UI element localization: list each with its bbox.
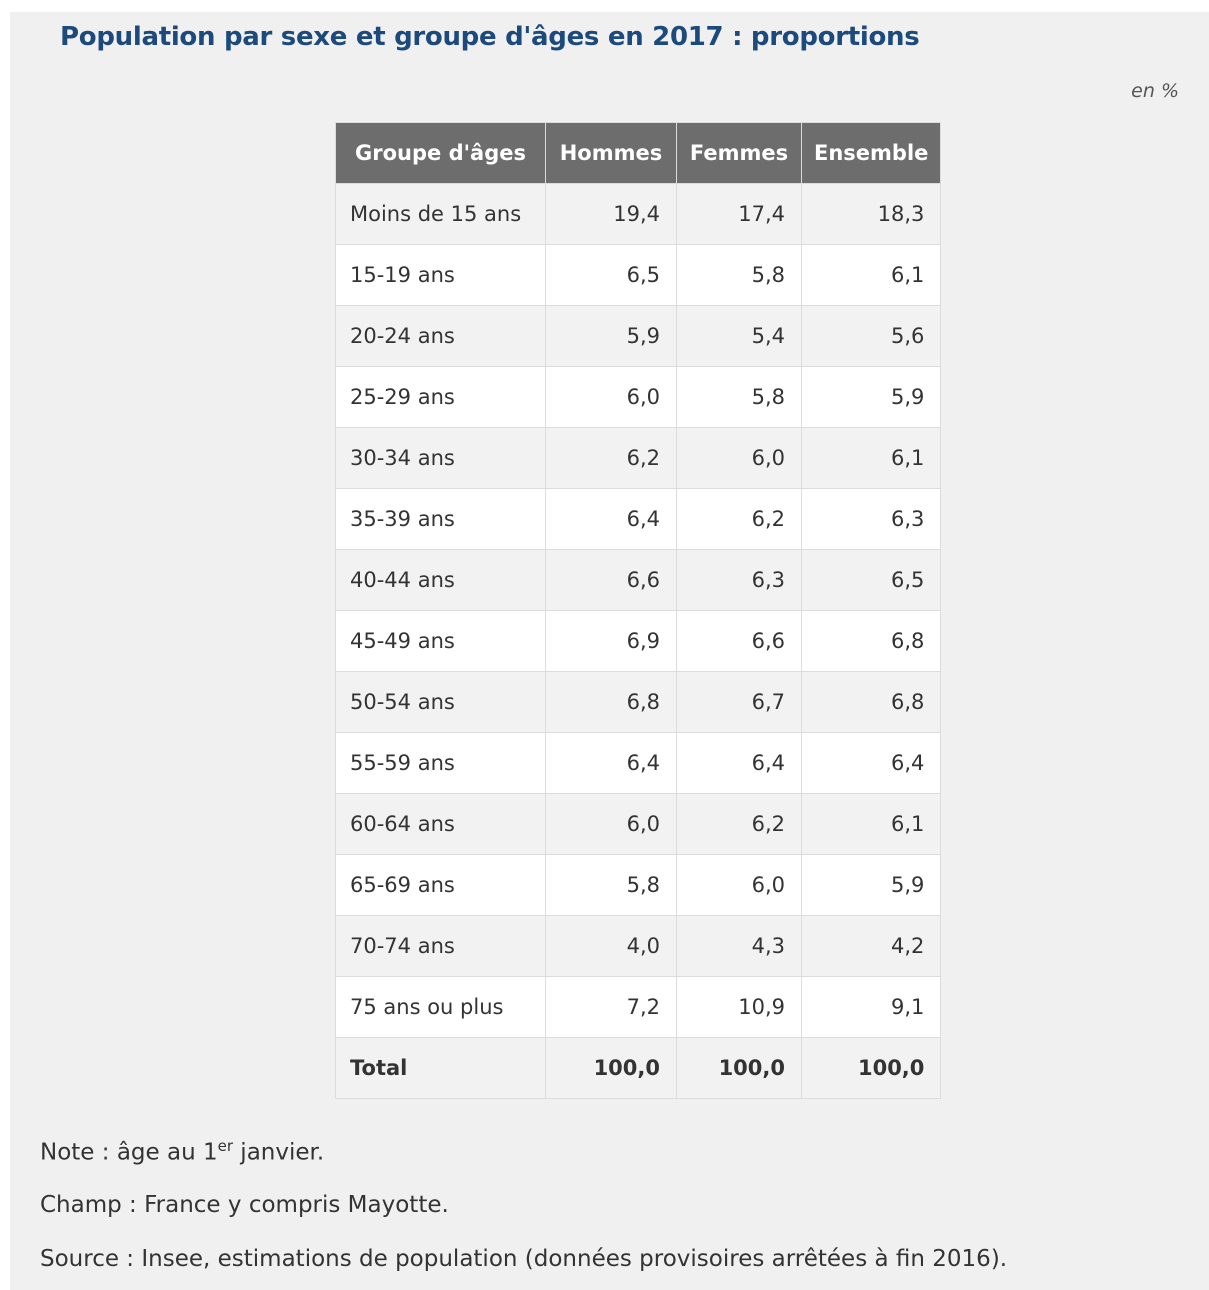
cell: 6,3 [676,549,802,611]
row: 75 ans ou plus 7,2 10,9 9,1 [335,976,942,1038]
cell: 60-64 ans [335,793,546,855]
cell: 75 ans ou plus [335,976,546,1038]
row: 55-59 ans 6,4 6,4 6,4 [335,732,942,794]
row: 65-69 ans 5,8 6,0 5,9 [335,854,942,916]
cell: 6,0 [676,854,802,916]
cell: 45-49 ans [335,610,546,672]
header-cell: Femmes [676,122,802,184]
cell: 5,8 [545,854,677,916]
cell: 6,9 [545,610,677,672]
cell: 6,2 [545,427,677,489]
cell: Moins de 15 ans [335,183,546,245]
row: 50-54 ans 6,8 6,7 6,8 [335,671,942,733]
cell: 6,8 [800,610,942,672]
row: 25-29 ans 6,0 5,8 5,9 [335,366,942,428]
cell: 6,8 [800,671,942,733]
note-after: janvier. [233,1139,325,1166]
panel: Population par sexe et groupe d'âges en … [10,12,1209,1290]
cell: 6,4 [545,488,677,550]
cell: 65-69 ans [335,854,546,916]
total-cell: 100,0 [676,1037,802,1099]
header-row: Groupe d'âges Hommes Femmes Ensemble [335,122,942,184]
row: Moins de 15 ans 19,4 17,4 18,3 [335,183,942,245]
cell: 5,9 [545,305,677,367]
total-cell: 100,0 [800,1037,942,1099]
cell: 6,4 [800,732,942,794]
title: Population par sexe et groupe d'âges en … [60,22,920,52]
header-cell: Groupe d'âges [335,122,546,184]
cell: 7,2 [545,976,677,1038]
header-cell: Hommes [545,122,677,184]
cell: 50-54 ans [335,671,546,733]
cell: 6,0 [545,366,677,428]
cell: 6,4 [676,732,802,794]
total-cell: Total [335,1037,546,1099]
cell: 5,8 [676,244,802,306]
cell: 6,7 [676,671,802,733]
cell: 40-44 ans [335,549,546,611]
cell: 6,3 [800,488,942,550]
cell: 9,1 [800,976,942,1038]
cell: 6,0 [676,427,802,489]
row: 45-49 ans 6,9 6,6 6,8 [335,610,942,672]
cell: 5,6 [800,305,942,367]
cell: 6,1 [800,244,942,306]
cell: 6,0 [545,793,677,855]
champ: Champ : France y compris Mayotte. [40,1192,449,1218]
cell: 5,4 [676,305,802,367]
cell: 6,2 [676,488,802,550]
cell: 6,5 [800,549,942,611]
cell: 5,9 [800,854,942,916]
note: Note : âge au 1er janvier. [40,1137,324,1166]
cell: 20-24 ans [335,305,546,367]
cell: 25-29 ans [335,366,546,428]
cell: 6,2 [676,793,802,855]
cell: 30-34 ans [335,427,546,489]
cell: 6,5 [545,244,677,306]
cell: 6,1 [800,793,942,855]
cell: 5,8 [676,366,802,428]
note-text: Note : âge au 1 [40,1139,218,1166]
header-cell: Ensemble [800,122,942,184]
row: 60-64 ans 6,0 6,2 6,1 [335,793,942,855]
cell: 4,2 [800,915,942,977]
cell: 6,4 [545,732,677,794]
note-sup: er [217,1137,233,1155]
total-cell: 100,0 [545,1037,677,1099]
cell: 6,6 [676,610,802,672]
unit: en % [1131,80,1179,102]
row: 15-19 ans 6,5 5,8 6,1 [335,244,942,306]
cell: 55-59 ans [335,732,546,794]
cell: 6,8 [545,671,677,733]
total-row: Total 100,0 100,0 100,0 [335,1037,942,1099]
cell: 10,9 [676,976,802,1038]
cell: 15-19 ans [335,244,546,306]
cell: 4,3 [676,915,802,977]
cell: 4,0 [545,915,677,977]
cell: 18,3 [800,183,942,245]
table-body: Moins de 15 ans 19,4 17,4 18,3 15-19 ans 6,5 5… [335,183,942,1099]
cell: 70-74 ans [335,915,546,977]
cell: 6,6 [545,549,677,611]
row: 70-74 ans 4,0 4,3 4,2 [335,915,942,977]
cell: 17,4 [676,183,802,245]
source: Source : Insee, estimations de populatio… [40,1246,1008,1272]
row: 40-44 ans 6,6 6,3 6,5 [335,549,942,611]
row: 30-34 ans 6,2 6,0 6,1 [335,427,942,489]
cell: 5,9 [800,366,942,428]
row: 35-39 ans 6,4 6,2 6,3 [335,488,942,550]
cell: 35-39 ans [335,488,546,550]
cell: 19,4 [545,183,677,245]
table: Groupe d'âges Hommes Femmes Ensemble Moins … [335,122,942,1099]
cell: 6,1 [800,427,942,489]
row: 20-24 ans 5,9 5,4 5,6 [335,305,942,367]
